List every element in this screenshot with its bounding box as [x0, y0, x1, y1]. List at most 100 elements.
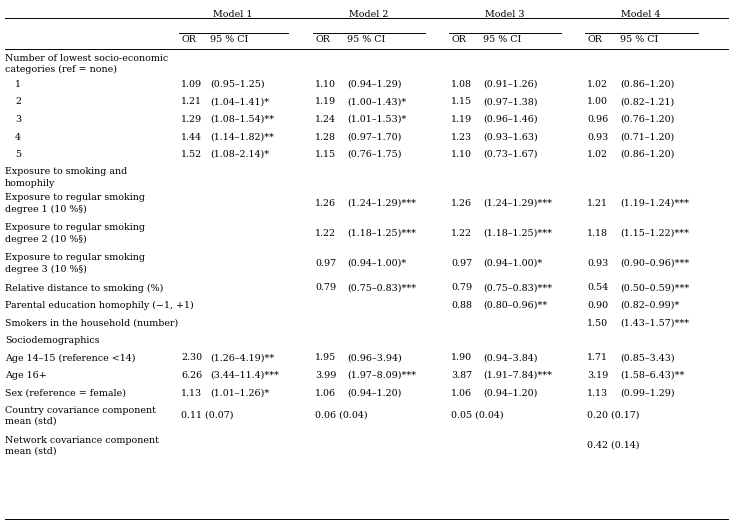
Text: 1.18: 1.18 — [587, 229, 608, 237]
Text: 0.05 (0.04): 0.05 (0.04) — [451, 411, 504, 420]
Text: (1.08–2.14)*: (1.08–2.14)* — [210, 150, 269, 159]
Text: mean (std): mean (std) — [5, 417, 57, 426]
Text: (0.71–1.20): (0.71–1.20) — [620, 132, 675, 142]
Text: 0.93: 0.93 — [587, 132, 608, 142]
Text: 1.00: 1.00 — [587, 97, 608, 106]
Text: (0.94–1.20): (0.94–1.20) — [347, 388, 401, 397]
Text: (1.01–1.53)*: (1.01–1.53)* — [347, 115, 407, 124]
Text: 0.06 (0.04): 0.06 (0.04) — [315, 411, 368, 420]
Text: 1.10: 1.10 — [451, 150, 472, 159]
Text: 1.09: 1.09 — [181, 80, 202, 89]
Text: (1.01–1.26)*: (1.01–1.26)* — [210, 388, 269, 397]
Text: Age 14–15 (reference <14): Age 14–15 (reference <14) — [5, 353, 136, 363]
Text: (1.15–1.22)***: (1.15–1.22)*** — [620, 229, 689, 237]
Text: 1.08: 1.08 — [451, 80, 472, 89]
Text: 3.19: 3.19 — [587, 371, 608, 380]
Text: 1.29: 1.29 — [181, 115, 202, 124]
Text: 0.20 (0.17): 0.20 (0.17) — [587, 411, 639, 420]
Text: 0.79: 0.79 — [451, 284, 472, 293]
Text: OR: OR — [451, 35, 466, 44]
Text: (0.94–1.00)*: (0.94–1.00)* — [483, 259, 542, 268]
Text: (0.96–3.94): (0.96–3.94) — [347, 353, 401, 362]
Text: (1.58–6.43)**: (1.58–6.43)** — [620, 371, 684, 380]
Text: (1.18–1.25)***: (1.18–1.25)*** — [483, 229, 552, 237]
Text: 1.10: 1.10 — [315, 80, 336, 89]
Text: Model 4: Model 4 — [621, 10, 661, 19]
Text: OR: OR — [181, 35, 196, 44]
Text: Sex (reference = female): Sex (reference = female) — [5, 388, 126, 397]
Text: 4: 4 — [15, 132, 21, 142]
Text: (1.43–1.57)***: (1.43–1.57)*** — [620, 319, 689, 328]
Text: homophily: homophily — [5, 179, 55, 187]
Text: 0.90: 0.90 — [587, 301, 608, 310]
Text: (0.97–1.70): (0.97–1.70) — [347, 132, 401, 142]
Text: 1.71: 1.71 — [587, 353, 608, 362]
Text: 95 % CI: 95 % CI — [620, 35, 658, 44]
Text: Model 2: Model 2 — [349, 10, 388, 19]
Text: 1.28: 1.28 — [315, 132, 336, 142]
Text: (0.91–1.26): (0.91–1.26) — [483, 80, 537, 89]
Text: 0.54: 0.54 — [587, 284, 608, 293]
Text: 0.96: 0.96 — [587, 115, 608, 124]
Text: (0.86–1.20): (0.86–1.20) — [620, 150, 675, 159]
Text: 3: 3 — [15, 115, 21, 124]
Text: (0.75–0.83)***: (0.75–0.83)*** — [347, 284, 416, 293]
Text: 1.23: 1.23 — [451, 132, 472, 142]
Text: 1.06: 1.06 — [451, 388, 472, 397]
Text: 95 % CI: 95 % CI — [347, 35, 385, 44]
Text: 1: 1 — [15, 80, 21, 89]
Text: OR: OR — [587, 35, 602, 44]
Text: 1.22: 1.22 — [451, 229, 472, 237]
Text: (1.14–1.82)**: (1.14–1.82)** — [210, 132, 274, 142]
Text: 3.99: 3.99 — [315, 371, 336, 380]
Text: mean (std): mean (std) — [5, 447, 57, 456]
Text: 1.19: 1.19 — [315, 97, 336, 106]
Text: (1.08–1.54)**: (1.08–1.54)** — [210, 115, 274, 124]
Text: (0.94–1.29): (0.94–1.29) — [347, 80, 401, 89]
Text: 2.30: 2.30 — [181, 353, 202, 362]
Text: Exposure to regular smoking: Exposure to regular smoking — [5, 223, 145, 232]
Text: 0.93: 0.93 — [587, 259, 608, 268]
Text: (0.73–1.67): (0.73–1.67) — [483, 150, 537, 159]
Text: 95 % CI: 95 % CI — [483, 35, 521, 44]
Text: Relative distance to smoking (%): Relative distance to smoking (%) — [5, 284, 164, 293]
Text: (0.80–0.96)**: (0.80–0.96)** — [483, 301, 548, 310]
Text: 5: 5 — [15, 150, 21, 159]
Text: 1.21: 1.21 — [587, 198, 608, 207]
Text: (0.93–1.63): (0.93–1.63) — [483, 132, 538, 142]
Text: (0.86–1.20): (0.86–1.20) — [620, 80, 675, 89]
Text: (1.24–1.29)***: (1.24–1.29)*** — [347, 198, 416, 207]
Text: (0.50–0.59)***: (0.50–0.59)*** — [620, 284, 689, 293]
Text: (0.94–1.00)*: (0.94–1.00)* — [347, 259, 406, 268]
Text: degree 3 (10 %§): degree 3 (10 %§) — [5, 264, 87, 273]
Text: Smokers in the household (number): Smokers in the household (number) — [5, 319, 178, 328]
Text: 6.26: 6.26 — [181, 371, 203, 380]
Text: Country covariance component: Country covariance component — [5, 406, 156, 415]
Text: 1.13: 1.13 — [181, 388, 202, 397]
Text: (0.94–3.84): (0.94–3.84) — [483, 353, 537, 362]
Text: Model 1: Model 1 — [214, 10, 252, 19]
Text: (0.96–1.46): (0.96–1.46) — [483, 115, 537, 124]
Text: (0.75–0.83)***: (0.75–0.83)*** — [483, 284, 552, 293]
Text: Number of lowest socio-economic: Number of lowest socio-economic — [5, 54, 168, 63]
Text: 0.97: 0.97 — [315, 259, 336, 268]
Text: 1.50: 1.50 — [587, 319, 608, 328]
Text: 0.97: 0.97 — [451, 259, 472, 268]
Text: (1.97–8.09)***: (1.97–8.09)*** — [347, 371, 416, 380]
Text: Exposure to smoking and: Exposure to smoking and — [5, 168, 127, 177]
Text: (1.24–1.29)***: (1.24–1.29)*** — [483, 198, 552, 207]
Text: 1.26: 1.26 — [451, 198, 472, 207]
Text: degree 1 (10 %§): degree 1 (10 %§) — [5, 204, 87, 214]
Text: 3.87: 3.87 — [451, 371, 472, 380]
Text: degree 2 (10 %§): degree 2 (10 %§) — [5, 235, 87, 244]
Text: Model 3: Model 3 — [484, 10, 524, 19]
Text: (0.97–1.38): (0.97–1.38) — [483, 97, 537, 106]
Text: 1.19: 1.19 — [451, 115, 472, 124]
Text: OR: OR — [315, 35, 330, 44]
Text: 0.11 (0.07): 0.11 (0.07) — [181, 411, 233, 420]
Text: (0.85–3.43): (0.85–3.43) — [620, 353, 675, 362]
Text: 1.52: 1.52 — [181, 150, 202, 159]
Text: Parental education homophily (−1, +1): Parental education homophily (−1, +1) — [5, 301, 194, 310]
Text: 0.79: 0.79 — [315, 284, 336, 293]
Text: (0.82–1.21): (0.82–1.21) — [620, 97, 675, 106]
